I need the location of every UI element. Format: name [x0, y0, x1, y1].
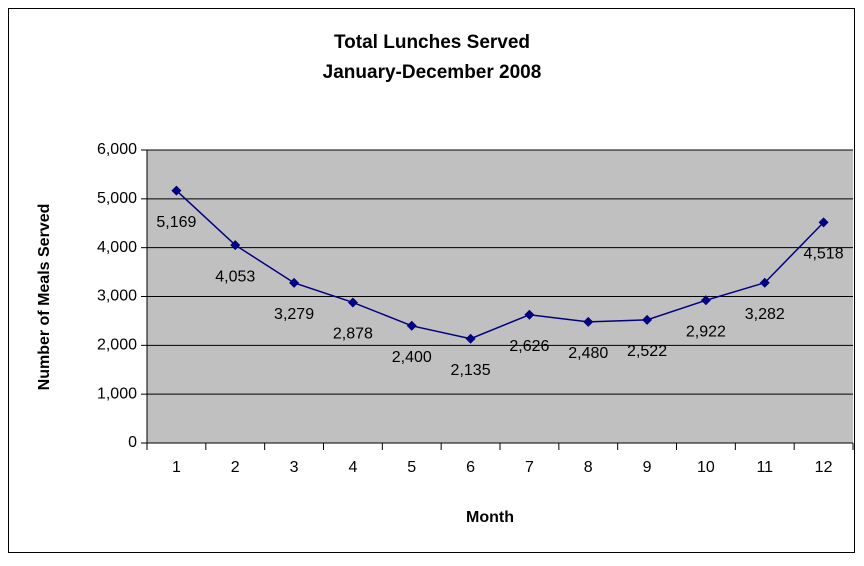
data-point: [171, 185, 182, 196]
data-point: [818, 217, 829, 228]
x-tick-label: 1: [172, 459, 181, 476]
data-label: 5,169: [156, 214, 196, 231]
x-tick-label: 10: [697, 459, 715, 476]
y-tick-label: 0: [128, 434, 137, 451]
y-tick-label: 5,000: [97, 190, 137, 207]
data-label: 4,053: [215, 268, 255, 285]
x-axis-title: Month: [466, 509, 514, 526]
data-point: [230, 240, 241, 251]
x-tick-label: 4: [348, 459, 357, 476]
data-label: 3,282: [745, 306, 785, 323]
y-tick-label: 6,000: [97, 141, 137, 158]
data-point: [524, 309, 535, 320]
data-label: 2,878: [333, 326, 373, 343]
y-tick-label: 3,000: [97, 288, 137, 305]
x-tick-label: 8: [584, 459, 593, 476]
x-tick-label: 9: [643, 459, 652, 476]
data-point: [347, 297, 358, 308]
x-tick-label: 3: [290, 459, 299, 476]
data-point: [759, 277, 770, 288]
data-label: 2,922: [686, 324, 726, 341]
data-label: 2,480: [568, 345, 608, 362]
chart-subtitle: January-December 2008: [323, 62, 542, 83]
data-point: [465, 333, 476, 344]
data-label: 4,518: [804, 246, 844, 263]
x-tick-label: 7: [525, 459, 534, 476]
data-label: 2,626: [509, 338, 549, 355]
data-point: [406, 320, 417, 331]
data-label: 2,522: [627, 343, 667, 360]
x-tick-label: 5: [407, 459, 416, 476]
data-label: 2,135: [451, 362, 491, 379]
y-tick-label: 1,000: [97, 385, 137, 402]
y-axis-title: Number of Meals Served: [36, 204, 53, 391]
x-tick-label: 6: [466, 459, 475, 476]
data-point: [289, 277, 300, 288]
data-label: 2,400: [392, 349, 432, 366]
chart-title: Total Lunches Served: [334, 32, 530, 53]
data-point: [700, 295, 711, 306]
x-tick-label: 12: [815, 459, 833, 476]
y-tick-label: 4,000: [97, 239, 137, 256]
data-point: [583, 316, 594, 327]
y-tick-label: 2,000: [97, 337, 137, 354]
data-label: 3,279: [274, 306, 314, 323]
data-line: [175, 190, 825, 340]
data-point: [642, 314, 653, 325]
x-tick-label: 2: [231, 459, 240, 476]
x-tick-label: 11: [756, 459, 773, 476]
